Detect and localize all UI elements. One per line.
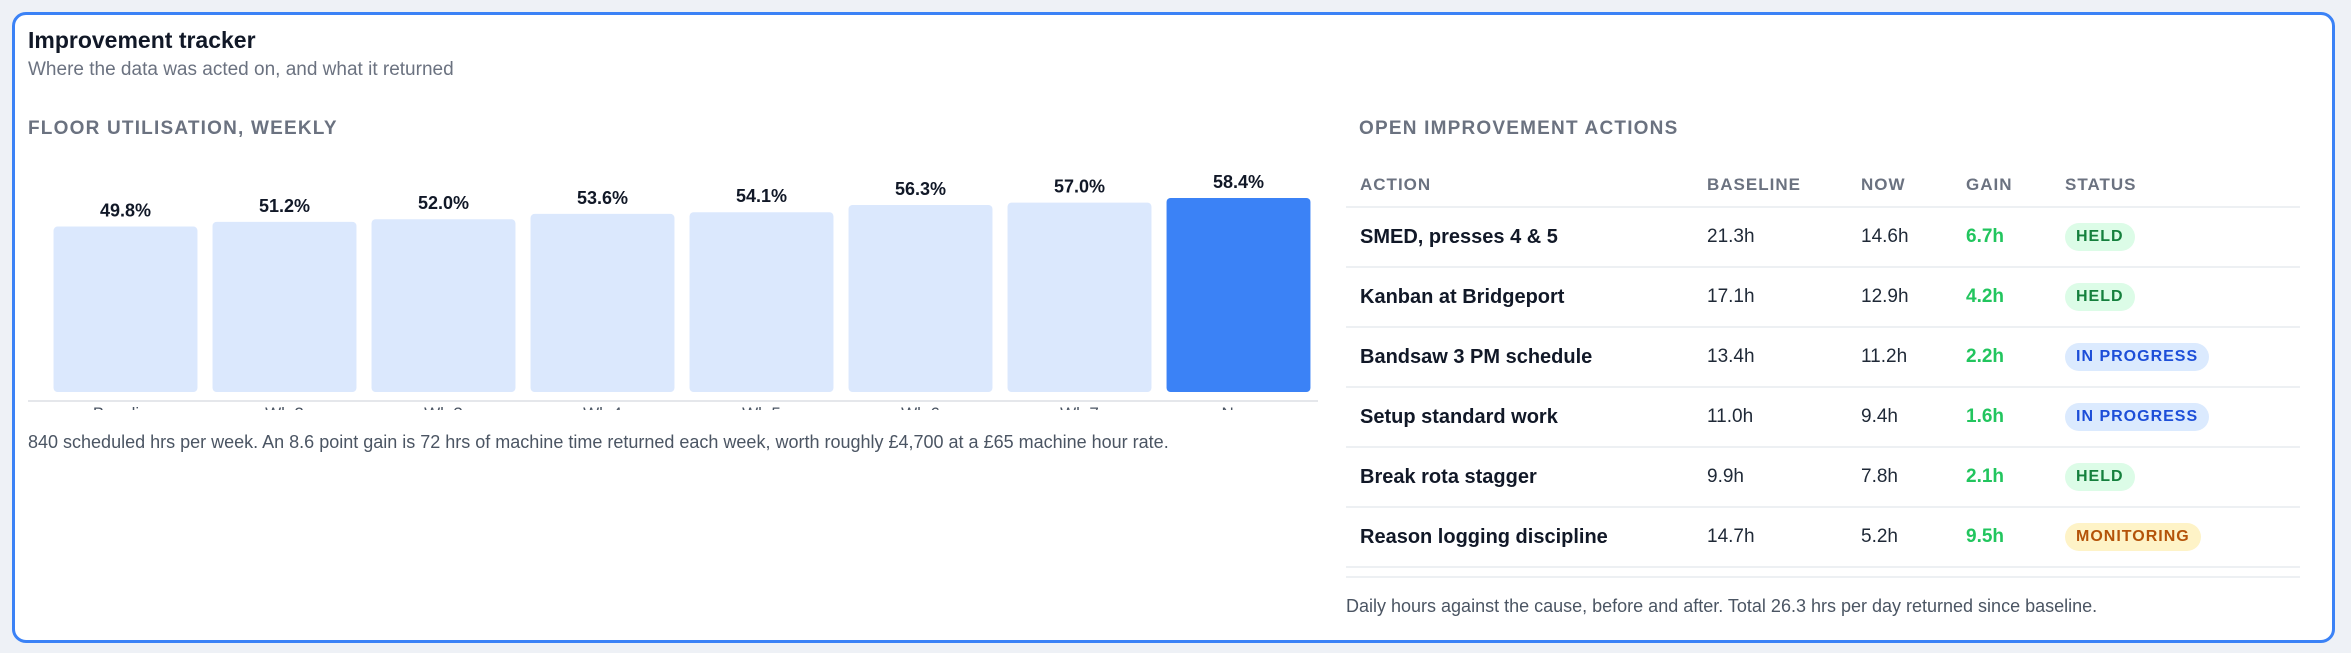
- status-cell: HELD: [2065, 223, 2300, 251]
- category-tick-label: Wk 7: [1060, 404, 1099, 410]
- status-cell: HELD: [2065, 283, 2300, 311]
- actions-table: ACTION BASELINE NOW GAIN STATUS SMED, pr…: [1346, 164, 2300, 568]
- bar-wk-7: [1007, 202, 1152, 392]
- gain-cell: 2.2h: [1966, 346, 2005, 367]
- status-cell: HELD: [2065, 463, 2300, 491]
- action-cell: Bandsaw 3 PM schedule: [1360, 345, 1593, 368]
- bar-value-label: 49.8%: [100, 201, 151, 221]
- bar-wk-6: [848, 204, 993, 392]
- baseline-cell: 21.3h: [1707, 226, 1755, 247]
- baseline-cell: 13.4h: [1707, 346, 1755, 367]
- utilisation-section-label: FLOOR UTILISATION, WEEKLY: [28, 118, 338, 139]
- column-header-status: STATUS: [2065, 175, 2137, 194]
- bar-value-label: 58.4%: [1213, 172, 1264, 192]
- status-badge: HELD: [2065, 283, 2135, 311]
- utilisation-bar-chart: 49.8% Baseline 51.2% Wk 2 52.0% Wk 3 53.6% Wk 4…: [53, 172, 1311, 410]
- baseline-cell: 14.7h: [1707, 526, 1755, 547]
- table-row[interactable]: Bandsaw 3 PM schedule 13.4h 11.2h 2.2h IN PR…: [1346, 328, 2300, 388]
- table-divider: [1346, 576, 2300, 578]
- bar-value-label: 57.0%: [1054, 177, 1105, 197]
- table-row[interactable]: Kanban at Bridgeport 17.1h 12.9h 4.2h HELD: [1346, 268, 2300, 328]
- column-header-now: NOW: [1861, 175, 1906, 194]
- gain-cell: 2.1h: [1966, 466, 2005, 487]
- status-cell: IN PROGRESS: [2065, 343, 2300, 371]
- status-cell: IN PROGRESS: [2065, 403, 2300, 431]
- table-row[interactable]: SMED, presses 4 & 5 21.3h 14.6h 6.7h HELD: [1346, 208, 2300, 268]
- action-cell: Setup standard work: [1360, 405, 1558, 428]
- now-cell: 14.6h: [1861, 226, 1909, 247]
- bar-wk-4: [530, 213, 675, 392]
- now-cell: 7.8h: [1861, 466, 1898, 487]
- status-badge: HELD: [2065, 463, 2135, 491]
- chart-divider: [28, 400, 1318, 402]
- bar-value-label: 56.3%: [895, 179, 946, 199]
- table-row[interactable]: Break rota stagger 9.9h 7.8h 2.1h HELD: [1346, 448, 2300, 508]
- actions-section-label: OPEN IMPROVEMENT ACTIONS: [1359, 118, 1679, 139]
- bar-value-label: 52.0%: [418, 193, 469, 213]
- now-cell: 12.9h: [1861, 286, 1909, 307]
- card-subtitle: Where the data was acted on, and what it…: [28, 59, 454, 80]
- column-header-baseline: BASELINE: [1707, 175, 1801, 194]
- category-tick-label: Wk 5: [742, 404, 781, 410]
- gain-cell: 1.6h: [1966, 406, 2005, 427]
- category-tick-label: Now: [1221, 404, 1256, 410]
- action-cell: Break rota stagger: [1360, 465, 1537, 488]
- actions-note: Daily hours against the cause, before an…: [1346, 596, 2098, 616]
- baseline-cell: 11.0h: [1707, 406, 1754, 427]
- status-badge: IN PROGRESS: [2065, 403, 2210, 431]
- bar-wk-3: [371, 219, 516, 392]
- bar-now: [1166, 197, 1311, 392]
- utilisation-note: 840 scheduled hrs per week. An 8.6 point…: [28, 432, 1169, 452]
- now-cell: 11.2h: [1861, 346, 1908, 367]
- bar-value-label: 51.2%: [259, 196, 310, 216]
- bar-wk-5: [689, 212, 834, 392]
- category-tick-label: Wk 6: [901, 404, 940, 410]
- baseline-cell: 9.9h: [1707, 466, 1744, 487]
- now-cell: 5.2h: [1861, 526, 1898, 547]
- category-tick-label: Wk 3: [424, 404, 463, 410]
- column-header-action: ACTION: [1360, 175, 1432, 194]
- action-cell: Kanban at Bridgeport: [1360, 285, 1565, 308]
- gain-cell: 4.2h: [1966, 286, 2005, 307]
- status-cell: MONITORING: [2065, 523, 2300, 551]
- actions-table-header: ACTION BASELINE NOW GAIN STATUS: [1346, 164, 2300, 208]
- bar-value-label: 54.1%: [736, 186, 787, 206]
- card-title: Improvement tracker: [28, 27, 256, 53]
- bar-value-label: 53.6%: [577, 188, 628, 208]
- baseline-cell: 17.1h: [1707, 286, 1755, 307]
- table-row[interactable]: Reason logging discipline 14.7h 5.2h 9.5h MO…: [1346, 508, 2300, 568]
- bar-baseline: [53, 226, 198, 392]
- status-badge: HELD: [2065, 223, 2135, 251]
- bar-wk-2: [212, 221, 357, 392]
- table-row[interactable]: Setup standard work 11.0h 9.4h 1.6h IN PROGR…: [1346, 388, 2300, 448]
- category-tick-label: Baseline: [93, 404, 158, 410]
- column-header-gain: GAIN: [1966, 175, 2013, 194]
- now-cell: 9.4h: [1861, 406, 1898, 427]
- category-tick-label: Wk 4: [583, 404, 622, 410]
- action-cell: SMED, presses 4 & 5: [1360, 225, 1558, 248]
- status-badge: IN PROGRESS: [2065, 343, 2210, 371]
- category-tick-label: Wk 2: [265, 404, 304, 410]
- gain-cell: 6.7h: [1966, 226, 2005, 247]
- action-cell: Reason logging discipline: [1360, 525, 1608, 548]
- status-badge: MONITORING: [2065, 523, 2201, 551]
- gain-cell: 9.5h: [1966, 526, 2005, 547]
